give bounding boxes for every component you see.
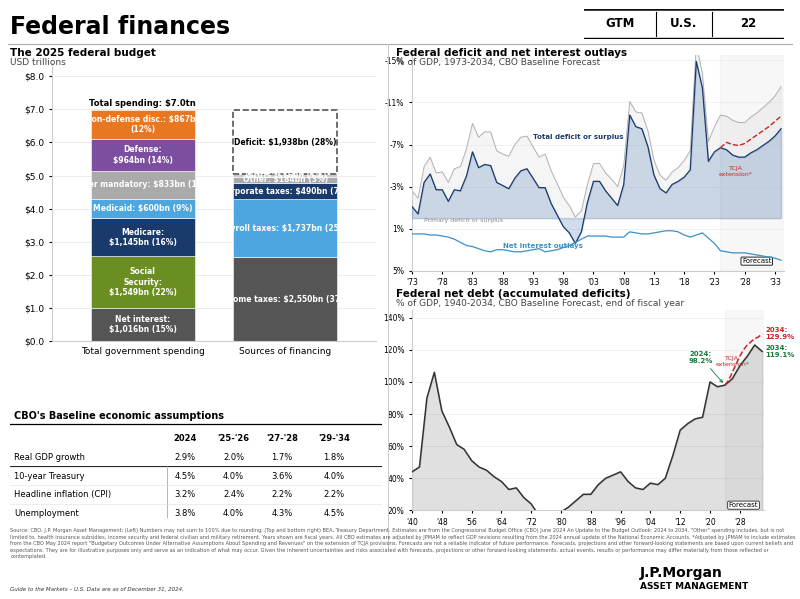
Text: 4.0%: 4.0% <box>323 471 345 480</box>
Text: Primary deficit or surplus: Primary deficit or surplus <box>424 219 503 223</box>
Text: Federal finances: Federal finances <box>10 15 230 39</box>
Bar <box>725 310 764 510</box>
Text: ASSET MANAGEMENT: ASSET MANAGEMENT <box>640 582 748 591</box>
Bar <box>91 198 194 219</box>
Text: Income taxes: $2,550bn (37%): Income taxes: $2,550bn (37%) <box>220 295 351 304</box>
Text: J.P.Morgan: J.P.Morgan <box>640 566 723 580</box>
Text: Medicaid: $600bn (9%): Medicaid: $600bn (9%) <box>93 204 193 213</box>
Text: Defense:
$964bn (14%): Defense: $964bn (14%) <box>113 145 173 165</box>
Bar <box>234 199 337 257</box>
Text: GTM: GTM <box>606 17 634 31</box>
Text: '29-'34: '29-'34 <box>318 434 350 443</box>
Text: U.S.: U.S. <box>670 17 698 31</box>
Text: Medicare:
$1,145bn (16%): Medicare: $1,145bn (16%) <box>109 228 177 247</box>
Text: Total deficit or surplus: Total deficit or surplus <box>533 134 623 140</box>
Bar <box>91 171 194 198</box>
Text: 4.5%: 4.5% <box>174 471 196 480</box>
Bar <box>234 257 337 341</box>
Text: 3.8%: 3.8% <box>174 509 196 518</box>
Text: Tariffs: $76bn (1%): Tariffs: $76bn (1%) <box>244 171 326 180</box>
Text: Guide to the Markets – U.S. Data are as of December 31, 2024.: Guide to the Markets – U.S. Data are as … <box>10 587 184 592</box>
Text: 2.4%: 2.4% <box>223 491 244 500</box>
Text: Social
Security:
$1,549bn (22%): Social Security: $1,549bn (22%) <box>109 267 177 297</box>
Text: Other: $184bn (3%): Other: $184bn (3%) <box>242 176 328 184</box>
Bar <box>234 177 337 183</box>
Text: 4.3%: 4.3% <box>271 509 293 518</box>
Text: Unemployment: Unemployment <box>14 509 79 518</box>
Text: Payroll taxes: $1,737bn (25%): Payroll taxes: $1,737bn (25%) <box>220 223 350 232</box>
Text: % of GDP, 1973-2034, CBO Baseline Forecast: % of GDP, 1973-2034, CBO Baseline Foreca… <box>396 58 600 67</box>
FancyBboxPatch shape <box>578 10 790 38</box>
Bar <box>721 55 784 271</box>
Text: Total spending: $7.0tn: Total spending: $7.0tn <box>90 98 196 108</box>
Text: 2034:
129.9%: 2034: 129.9% <box>765 327 794 340</box>
Bar <box>91 139 194 171</box>
Text: Net interest:
$1,016bn (15%): Net interest: $1,016bn (15%) <box>109 315 177 334</box>
Text: Forecast: Forecast <box>729 502 758 508</box>
Text: Source: CBO, J.P. Morgan Asset Management; (Left) Numbers may not sum to 100% du: Source: CBO, J.P. Morgan Asset Managemen… <box>10 528 796 559</box>
Text: '25-'26: '25-'26 <box>218 434 250 443</box>
Text: % of GDP, 1940-2034, CBO Baseline Forecast, end of fiscal year: % of GDP, 1940-2034, CBO Baseline Foreca… <box>396 300 684 308</box>
Text: 2.2%: 2.2% <box>271 491 293 500</box>
Text: Headline inflation (CPI): Headline inflation (CPI) <box>14 491 111 500</box>
Text: 4.0%: 4.0% <box>223 509 244 518</box>
Bar <box>91 308 194 341</box>
Text: TCJA
extension*: TCJA extension* <box>715 356 750 367</box>
Text: 2.9%: 2.9% <box>174 453 196 462</box>
Text: 1.7%: 1.7% <box>271 453 293 462</box>
Text: Non-defense disc.: $867bn
(12%): Non-defense disc.: $867bn (12%) <box>85 115 201 134</box>
Text: USD trillions: USD trillions <box>10 58 66 67</box>
Bar <box>91 256 194 308</box>
Text: 3.2%: 3.2% <box>174 491 196 500</box>
Text: 10-year Treasury: 10-year Treasury <box>14 471 85 480</box>
Text: The 2025 federal budget: The 2025 federal budget <box>10 48 156 58</box>
Text: Net interest outlays: Net interest outlays <box>502 243 582 249</box>
Text: Real GDP growth: Real GDP growth <box>14 453 85 462</box>
Text: Federal deficit and net interest outlays: Federal deficit and net interest outlays <box>396 48 627 58</box>
Text: '27-'28: '27-'28 <box>266 434 298 443</box>
Text: 2.2%: 2.2% <box>323 491 345 500</box>
Bar <box>234 183 337 199</box>
Text: 22: 22 <box>740 17 756 31</box>
Bar <box>91 219 194 256</box>
Text: 4.5%: 4.5% <box>323 509 345 518</box>
Text: 2024: 2024 <box>174 434 197 443</box>
Text: 2024:
98.2%: 2024: 98.2% <box>689 350 722 382</box>
Bar <box>234 174 337 177</box>
Text: CBO's Baseline economic assumptions: CBO's Baseline economic assumptions <box>14 411 224 420</box>
Text: 1.8%: 1.8% <box>323 453 345 462</box>
Bar <box>91 110 194 139</box>
Text: Deficit: $1,938bn (28%): Deficit: $1,938bn (28%) <box>234 138 337 147</box>
Text: TCJA
extension*: TCJA extension* <box>718 167 753 177</box>
Text: 4.0%: 4.0% <box>223 471 244 480</box>
Text: 2.0%: 2.0% <box>223 453 244 462</box>
Text: 2034:
119.1%: 2034: 119.1% <box>765 345 794 358</box>
Text: Other mandatory: $833bn (12%): Other mandatory: $833bn (12%) <box>73 180 213 189</box>
Text: Forecast: Forecast <box>742 258 771 264</box>
Bar <box>234 110 337 174</box>
Text: Corporate taxes: $490bn (7%): Corporate taxes: $490bn (7%) <box>220 187 350 196</box>
Text: 3.6%: 3.6% <box>271 471 293 480</box>
Text: Federal net debt (accumulated deficits): Federal net debt (accumulated deficits) <box>396 289 630 299</box>
